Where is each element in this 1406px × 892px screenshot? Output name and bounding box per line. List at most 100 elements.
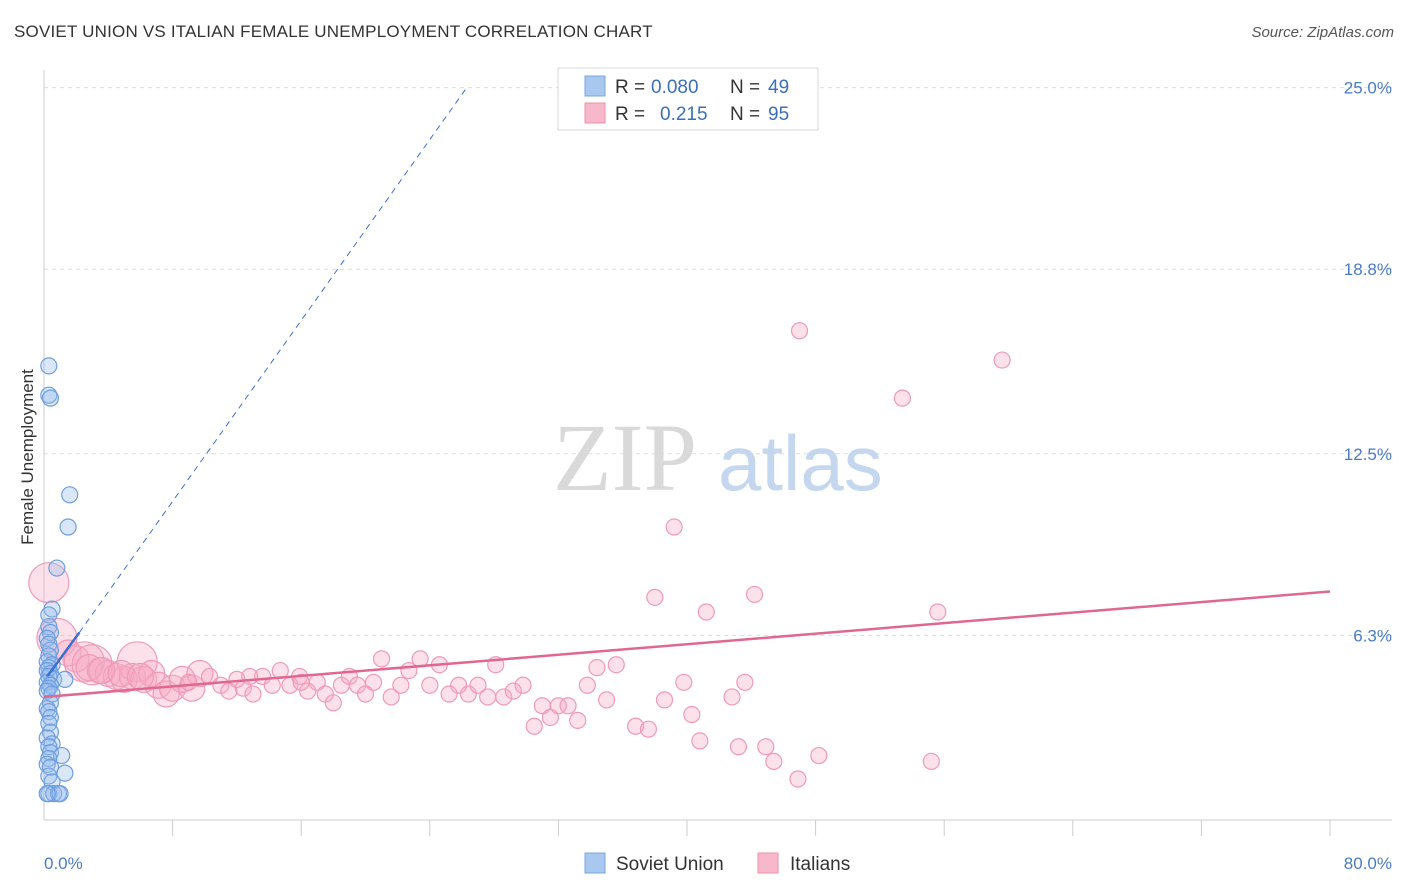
soviet-point [41,389,60,407]
bottom-legend-italians: Italians [790,854,850,875]
legend-r-value-italians: 0.215 [660,104,708,125]
soviet-point [40,738,58,756]
italians-point [324,694,342,712]
soviet-trendline-solid [46,631,81,678]
source-label: Source: ZipAtlas.com [1251,24,1394,41]
legend-n-value-italians: 95 [768,104,789,125]
soviet-point [59,518,77,536]
bottom-legend-swatch-italians [757,852,779,874]
italians-point [292,673,310,691]
chart-title: SOVIET UNION VS ITALIAN FEMALE UNEMPLOYM… [14,22,653,41]
legend-r-label-soviet: R = [615,77,645,98]
italians-point [765,752,783,771]
italians-point [220,682,238,700]
italians-point [479,688,497,706]
italians-point [525,717,543,735]
x-tick-label-min: 0.0% [44,854,83,873]
legend-n-label-italians: N = [730,104,760,125]
italians-point [683,705,701,724]
italians-point [665,518,683,536]
italians-point [598,691,616,709]
italians-point [789,770,807,788]
italians-point [421,676,439,694]
italians-point [514,676,532,694]
italians-point [655,691,674,709]
italians-point [736,673,754,691]
italians-point [382,688,400,706]
soviet-point [40,386,58,404]
soviet-point [43,735,61,753]
soviet-point [48,559,66,577]
italians-point [541,708,559,727]
soviet-point [40,749,58,768]
soviet-point [56,670,74,688]
italians-point [241,667,259,686]
watermark-zip: ZIP [553,404,697,511]
italians-point [929,603,947,621]
legend-n-value-soviet: 49 [768,77,789,98]
italians-point [757,738,775,756]
y-tick-label: 18.8% [1344,260,1392,279]
italians-point [63,641,105,683]
italians-point [440,685,458,703]
y-axis-label: Female Unemployment [18,369,37,545]
italians-point [364,673,383,691]
italians-point [745,585,764,604]
italians-point [922,752,940,771]
italians-point [28,562,70,604]
italians-point [810,746,828,765]
soviet-point [38,785,56,803]
soviet-point [41,758,60,776]
legend-swatch-italians [584,102,606,124]
italians-point [729,738,748,756]
watermark-atlas: atlas [718,419,883,507]
italians-point [459,685,477,703]
soviet-point [38,700,56,718]
soviet-point [61,486,79,504]
italians-point [244,685,262,703]
italians-point [723,688,741,706]
soviet-point [45,785,63,803]
y-tick-labels: 6.3% 12.5% 18.8% 25.0% [1344,79,1392,646]
italians-point [993,351,1011,369]
bottom-legend: Soviet Union Italians [584,852,850,875]
gridlines [44,87,1392,636]
italians-point [607,656,625,674]
legend-swatch-soviet [584,75,606,97]
italians-point [588,659,606,677]
italians-point [469,676,487,694]
x-tick-labels: 0.0% 80.0% [44,854,1392,873]
soviet-point [41,708,60,727]
x-tick-label-max: 80.0% [1344,854,1392,873]
italians-point [578,676,596,694]
italians-point [372,650,391,668]
y-tick-label: 6.3% [1353,626,1392,645]
watermark: ZIP atlas [553,404,883,511]
italians-trendline [43,590,1331,699]
legend-n-label-soviet: N = [730,77,760,98]
trendlines [43,87,1331,699]
y-tick-label: 25.0% [1344,79,1392,98]
bottom-legend-swatch-soviet [584,852,606,874]
legend-r-value-soviet: 0.080 [651,77,699,98]
italians-point [790,322,809,340]
italians-point [697,603,715,621]
soviet-point [38,661,56,680]
soviet-point [40,703,58,721]
italians-point [549,697,568,715]
italians-point [646,588,664,606]
italians-point [299,682,317,700]
italians-point [180,673,198,691]
italians-point [126,662,155,691]
legend-box: R = 0.080 N = 49 R = 0.215 N = 95 [557,67,819,131]
italians-point [626,717,645,735]
soviet-point [40,647,58,665]
italians-point [450,676,468,694]
y-tick-label: 12.5% [1344,445,1392,464]
italians-point [569,711,587,729]
italians-point [639,720,658,738]
italians-point [495,688,513,706]
soviet-point [40,714,58,732]
italians-point [504,682,522,700]
italians-point [392,676,410,694]
